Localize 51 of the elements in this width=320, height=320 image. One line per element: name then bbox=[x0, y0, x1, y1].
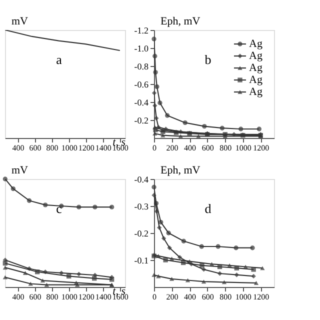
x-tick-label: 1000 bbox=[61, 144, 78, 152]
y-tick-label: -0.2 bbox=[134, 228, 148, 238]
y-tick-label: -0.4 bbox=[134, 98, 149, 108]
x-tick-label: 1000 bbox=[235, 292, 252, 302]
y-axis-title: Eph, mV bbox=[160, 16, 200, 28]
x-tick-label: 200 bbox=[166, 144, 178, 152]
x-tick-label: 1400 bbox=[95, 144, 112, 152]
annotation: d bbox=[204, 201, 212, 216]
x-tick-label: 1200 bbox=[253, 292, 270, 302]
y-tick-label: -0.8 bbox=[134, 62, 149, 72]
y-tick-label: -0.1 bbox=[134, 256, 148, 266]
y-tick-label: -0.3 bbox=[134, 202, 149, 212]
annotation: a bbox=[56, 52, 62, 68]
x-tick-label: 1400 bbox=[95, 292, 112, 302]
x-tick-label: 1200 bbox=[78, 292, 94, 302]
x-tick-label: 200 bbox=[166, 292, 178, 302]
y-axis-title: Eph, mV bbox=[160, 164, 200, 176]
x-tick-label: 600 bbox=[202, 292, 214, 302]
y-tick-label: -0.4 bbox=[134, 174, 149, 184]
y-axis-title: mV bbox=[12, 16, 28, 28]
y-tick-label: -0.6 bbox=[134, 80, 149, 90]
x-tick-label: 1600 bbox=[112, 144, 128, 152]
y-tick-label: -1.2 bbox=[134, 26, 148, 36]
x-tick-label: 0 bbox=[152, 144, 156, 152]
x-tick-label: 400 bbox=[184, 292, 196, 302]
x-tick-label: 400 bbox=[12, 292, 24, 302]
x-tick-label: 600 bbox=[202, 144, 214, 152]
y-tick-label: -0.2 bbox=[134, 116, 148, 126]
x-tick-label: 600 bbox=[29, 144, 42, 152]
x-tick-label: 1200 bbox=[78, 144, 94, 152]
annotation: c bbox=[56, 201, 62, 216]
y-tick-label: -1.0 bbox=[134, 44, 149, 54]
annotation: b bbox=[204, 52, 212, 68]
x-tick-label: 400 bbox=[12, 144, 24, 152]
legend-label: Ag bbox=[249, 50, 263, 62]
y-axis-title: mV bbox=[12, 164, 28, 176]
legend-label: Ag bbox=[249, 38, 263, 50]
x-tick-label: 1000 bbox=[235, 144, 252, 152]
legend-label: Ag bbox=[249, 74, 263, 86]
x-tick-label: 400 bbox=[184, 144, 196, 152]
x-tick-label: 800 bbox=[220, 144, 232, 152]
x-tick-label: 1200 bbox=[253, 144, 270, 152]
x-tick-label: 800 bbox=[220, 292, 232, 302]
legend-label: Ag bbox=[249, 62, 263, 74]
x-tick-label: 1000 bbox=[61, 292, 78, 302]
x-tick-label: 600 bbox=[29, 292, 42, 302]
x-tick-label: 1600 bbox=[112, 292, 128, 302]
x-tick-label: 0 bbox=[152, 292, 156, 302]
x-tick-label: 800 bbox=[46, 292, 58, 302]
legend-label: Ag bbox=[249, 86, 263, 98]
x-tick-label: 800 bbox=[46, 144, 58, 152]
